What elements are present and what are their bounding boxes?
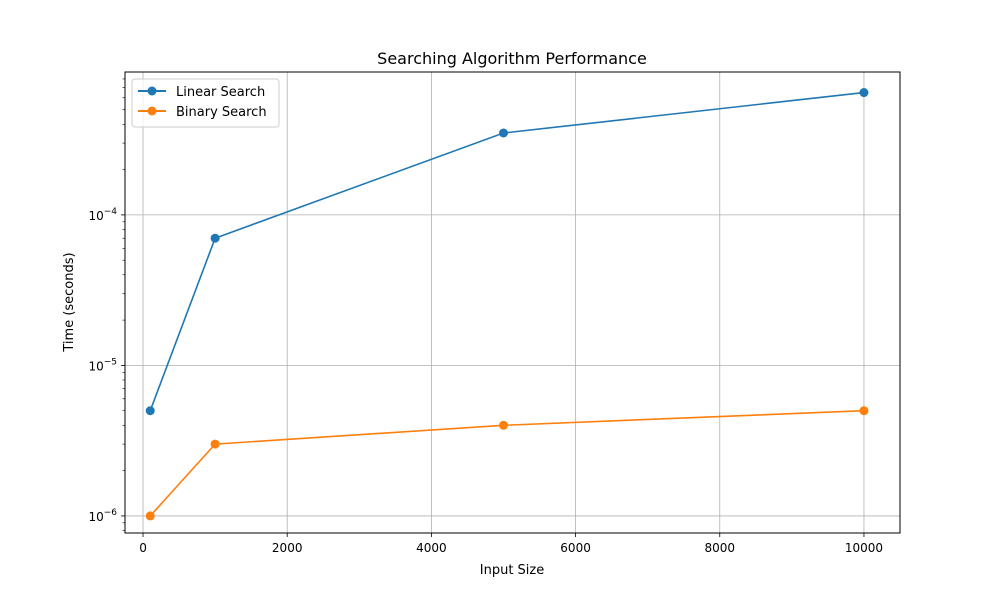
data-point-linear-search [498, 128, 508, 138]
legend-box [131, 78, 280, 128]
legend: Linear Search Binary Search [131, 78, 280, 128]
chart-title: Searching Algorithm Performance [377, 49, 647, 68]
y-tick-label: 10−5 [88, 357, 117, 373]
x-tick-label: 2000 [272, 541, 303, 555]
plot-frame [124, 71, 901, 534]
grid-lines [125, 72, 900, 533]
data-point-binary-search [210, 439, 220, 449]
x-tick-label: 10000 [845, 541, 883, 555]
legend-marker-binary-search [147, 106, 157, 116]
x-tick-label: 8000 [704, 541, 735, 555]
legend-marker-linear-search [147, 86, 157, 96]
y-tick-label: 10−4 [88, 207, 117, 223]
legend-label-binary-search: Binary Search [176, 105, 267, 120]
y-axis-label: Time (seconds) [62, 252, 77, 352]
series-line-binary-search [149, 409, 864, 517]
x-tick-label: 4000 [416, 541, 447, 555]
data-point-linear-search [210, 233, 220, 243]
x-tick-label: 0 [139, 541, 147, 555]
data-point-linear-search [145, 406, 155, 416]
data-point-linear-search [859, 88, 869, 98]
axis-ticks: 0 2000 4000 6000 8000 10000 10−6 10−5 10−4 [88, 78, 883, 555]
x-axis-label: Input Size [480, 563, 544, 578]
data-point-binary-search [145, 511, 155, 521]
legend-label-linear-search: Linear Search [176, 85, 265, 100]
x-tick-label: 6000 [560, 541, 591, 555]
series-line-linear-search [149, 91, 865, 411]
y-tick-label: 10−6 [88, 508, 117, 524]
series-layer [145, 88, 869, 521]
data-point-binary-search [498, 420, 508, 430]
data-point-binary-search [859, 406, 869, 416]
